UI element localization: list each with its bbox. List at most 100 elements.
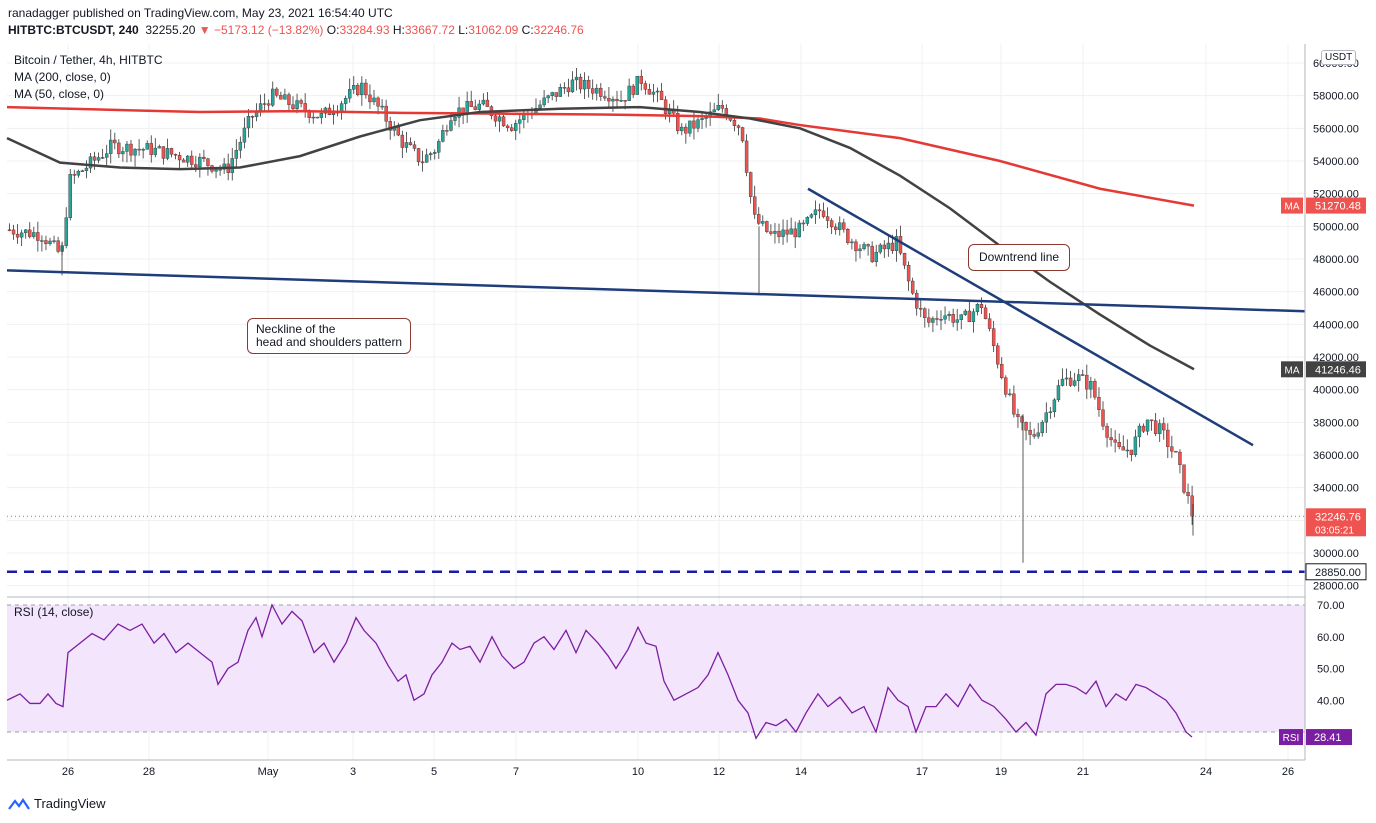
candle-body xyxy=(1105,425,1109,438)
candle-body xyxy=(412,144,417,149)
candle-body xyxy=(663,99,668,114)
rsi-label-value: 28.41 xyxy=(1314,732,1342,744)
brand[interactable]: TradingView xyxy=(8,796,106,811)
candle-body xyxy=(1133,436,1138,455)
candle-body xyxy=(1117,442,1121,447)
candle xyxy=(145,140,149,150)
candle-body xyxy=(153,147,158,155)
open-value: 33284.93 xyxy=(339,23,390,37)
candle-body xyxy=(643,83,648,90)
candle-body xyxy=(275,88,279,96)
candle-body xyxy=(902,252,907,266)
candle xyxy=(1105,423,1109,448)
candle-body xyxy=(1178,451,1182,466)
candle-body xyxy=(570,79,575,93)
candle xyxy=(753,185,757,219)
candle-body xyxy=(514,123,518,131)
candle-body xyxy=(15,233,20,238)
legend-title: Bitcoin / Tether, 4h, HITBTC xyxy=(14,53,163,67)
candle-body xyxy=(769,231,773,234)
candle-body xyxy=(1170,446,1174,452)
candle xyxy=(1097,387,1101,417)
candle xyxy=(919,299,923,318)
candle-body xyxy=(1153,420,1158,434)
candle xyxy=(619,90,623,102)
candle-body xyxy=(137,148,141,151)
candle xyxy=(32,226,36,239)
candle xyxy=(469,90,473,107)
candle xyxy=(1076,368,1081,392)
candle-body xyxy=(1081,374,1085,376)
candle xyxy=(1052,398,1057,418)
candle-body xyxy=(676,113,680,132)
candle xyxy=(935,310,939,326)
change-arrow: ▼ xyxy=(198,23,211,37)
candle-body xyxy=(360,82,364,96)
candle-body xyxy=(404,142,409,148)
candle-body xyxy=(331,112,336,116)
candle xyxy=(1040,419,1044,437)
price-label-tag-bg xyxy=(1281,197,1303,214)
time-tick: 3 xyxy=(350,766,356,778)
candle xyxy=(574,67,579,91)
candle xyxy=(684,123,688,144)
candle xyxy=(1166,423,1170,459)
candle xyxy=(1024,421,1028,441)
candle xyxy=(1162,417,1166,440)
candle xyxy=(647,83,652,95)
candle xyxy=(842,218,846,233)
candle-body xyxy=(809,214,814,218)
candle-body xyxy=(838,222,842,230)
candle xyxy=(1182,464,1186,495)
candle-body xyxy=(1121,446,1125,451)
candle xyxy=(785,219,789,243)
candle-body xyxy=(862,244,866,250)
rsi-tick: 70.00 xyxy=(1317,600,1345,612)
candle xyxy=(76,169,81,178)
candle-body xyxy=(92,156,97,161)
tradingview-logo-icon xyxy=(8,797,30,810)
candle xyxy=(595,84,599,101)
candle xyxy=(473,99,477,111)
candle xyxy=(339,100,344,120)
candle xyxy=(1121,435,1125,451)
candle-body xyxy=(24,229,28,234)
rsi-label-tag-bg xyxy=(1279,729,1303,746)
rsi-label-bg xyxy=(1306,729,1352,746)
candle xyxy=(797,219,801,238)
candle xyxy=(1129,449,1134,462)
candle-body xyxy=(939,318,943,321)
candle-body xyxy=(542,97,546,106)
candle-body xyxy=(1125,449,1130,452)
candle-body xyxy=(805,217,810,224)
candle-body xyxy=(100,157,105,159)
price-label-bg xyxy=(1306,361,1366,378)
candle-body xyxy=(501,116,506,127)
price-label-tag: MA xyxy=(1285,202,1300,213)
candle xyxy=(862,241,866,251)
candle xyxy=(1125,439,1130,458)
candle-body xyxy=(927,317,931,323)
candle-body xyxy=(578,76,583,90)
candle xyxy=(789,217,793,235)
candle xyxy=(769,224,773,236)
candle-body xyxy=(72,174,77,176)
candle-body xyxy=(1109,437,1113,441)
candle-body xyxy=(493,115,498,122)
time-tick: 14 xyxy=(795,766,807,778)
candle-body xyxy=(959,314,963,320)
candle xyxy=(732,117,737,132)
candle xyxy=(404,131,409,153)
price-tick: 36000.00 xyxy=(1313,450,1359,462)
candle xyxy=(445,124,449,136)
candle xyxy=(607,86,611,109)
candle-body xyxy=(967,310,972,322)
candle xyxy=(1048,407,1053,419)
downtrend-callout: Downtrend line xyxy=(968,244,1071,271)
candle-body xyxy=(295,100,299,109)
currency-button[interactable]: USDT xyxy=(1321,50,1357,65)
candle-body xyxy=(1085,374,1089,390)
candle-body xyxy=(400,134,405,148)
candle xyxy=(283,88,287,100)
